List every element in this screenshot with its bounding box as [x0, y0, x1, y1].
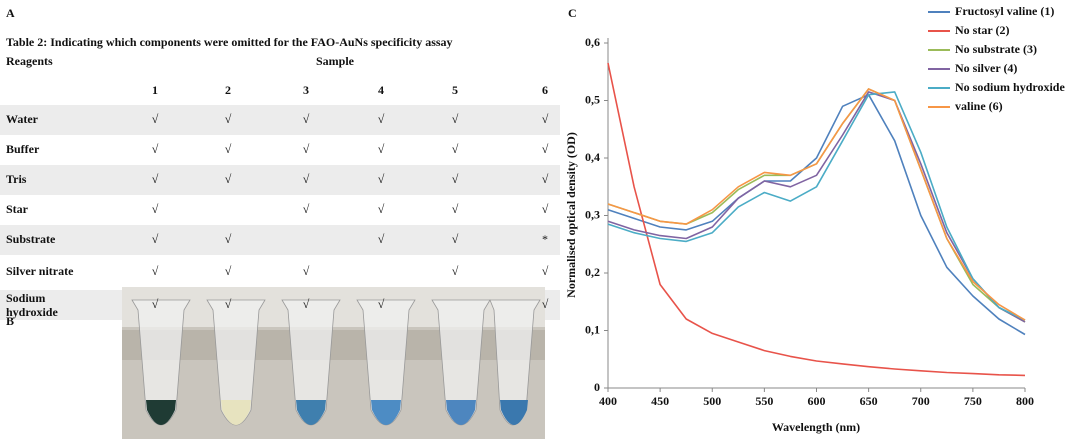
cell: √ — [542, 264, 549, 278]
cell: √ — [452, 202, 459, 216]
series-line — [607, 88, 1026, 321]
column-group: Sample — [316, 54, 355, 68]
cell: √ — [152, 112, 159, 126]
column-header: 1 — [152, 83, 158, 97]
x-tick-label: 650 — [860, 394, 878, 408]
column-header: 3 — [303, 83, 309, 97]
y-axis-label: Normalised optical density (OD) — [564, 132, 578, 298]
legend-label: No star (2) — [955, 23, 1009, 37]
x-tick-label: 700 — [912, 394, 930, 408]
cell: √ — [378, 202, 385, 216]
cell: √ — [452, 232, 459, 246]
row-label: Substrate — [6, 232, 56, 246]
y-tick-label: 0,4 — [585, 150, 600, 164]
column-header: 5 — [452, 83, 458, 97]
y-tick-label: 0 — [594, 380, 600, 394]
x-tick-label: 450 — [651, 394, 669, 408]
cell: √ — [378, 232, 385, 246]
cell: √ — [152, 172, 159, 186]
y-tick-label: 0,6 — [585, 35, 600, 49]
column-header: 6 — [542, 83, 548, 97]
y-tick-label: 0,1 — [585, 322, 600, 336]
cell: √ — [452, 264, 459, 278]
cell: √ — [225, 264, 232, 278]
x-tick-label: 500 — [703, 394, 721, 408]
x-tick-label: 550 — [755, 394, 773, 408]
cell: √ — [378, 172, 385, 186]
x-tick-label: 600 — [808, 394, 826, 408]
cell: √ — [225, 172, 232, 186]
cell: √ — [152, 202, 159, 216]
cell: √ — [452, 112, 459, 126]
series-line — [607, 62, 1026, 377]
cell: √ — [225, 142, 232, 156]
cell: √ — [152, 264, 159, 278]
cell: √ — [152, 142, 159, 156]
cell: √ — [542, 142, 549, 156]
row-header: Reagents — [6, 54, 53, 68]
x-axis-label: Wavelength (nm) — [772, 420, 860, 434]
row-label: Sodium hydroxide — [6, 291, 58, 319]
cell: √ — [152, 297, 159, 311]
panel-label: C — [568, 6, 577, 20]
cell: √ — [542, 112, 549, 126]
legend-label: valine (6) — [955, 99, 1003, 113]
row-stripe — [0, 105, 560, 135]
x-tick-label: 750 — [964, 394, 982, 408]
legend-label: No substrate (3) — [955, 42, 1037, 56]
cell: √ — [303, 172, 310, 186]
x-tick-label: 800 — [1016, 394, 1034, 408]
row-label: Star — [6, 202, 29, 216]
cell: √ — [378, 112, 385, 126]
cell: √ — [225, 297, 232, 311]
cell: √ — [303, 202, 310, 216]
row-label: Tris — [6, 172, 27, 186]
cell: √ — [303, 297, 310, 311]
row-label: Silver nitrate — [6, 264, 74, 278]
cell: √ — [152, 232, 159, 246]
cell: √ — [542, 172, 549, 186]
series-line — [607, 91, 1026, 323]
cell: √ — [452, 172, 459, 186]
panel-label: A — [6, 6, 15, 20]
series-line — [607, 91, 1026, 321]
panel-label: B — [6, 314, 14, 328]
cell: √ — [378, 297, 385, 311]
cell: √ — [225, 232, 232, 246]
series-line — [607, 88, 1026, 323]
legend-label: No silver (4) — [955, 61, 1017, 75]
column-header: 4 — [378, 83, 384, 97]
row-stripe — [0, 225, 560, 255]
cell: √ — [303, 142, 310, 156]
legend-label: Fructosyl valine (1) — [955, 4, 1054, 18]
cell: * — [542, 232, 548, 246]
cell: √ — [225, 112, 232, 126]
y-tick-label: 0,3 — [585, 207, 600, 221]
cell: √ — [378, 142, 385, 156]
table-title: Table 2: Indicating which components wer… — [6, 35, 453, 49]
y-tick-label: 0,2 — [585, 265, 600, 279]
legend-label: No sodium hydroxide (5) — [955, 80, 1067, 94]
x-tick-label: 400 — [599, 394, 617, 408]
column-header: 2 — [225, 83, 231, 97]
series-line — [607, 93, 1026, 336]
row-label: Water — [6, 112, 39, 126]
row-stripe — [0, 165, 560, 195]
photo — [122, 287, 545, 439]
row-label: Buffer — [6, 142, 40, 156]
cell: √ — [303, 264, 310, 278]
cell: √ — [303, 112, 310, 126]
cell: √ — [542, 202, 549, 216]
cell: √ — [542, 297, 549, 311]
cell: √ — [452, 142, 459, 156]
y-tick-label: 0,5 — [585, 92, 600, 106]
